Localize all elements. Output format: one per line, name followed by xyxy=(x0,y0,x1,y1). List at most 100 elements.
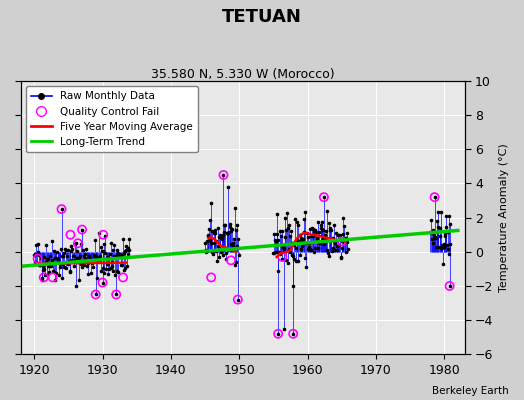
Point xyxy=(203,248,211,254)
Point xyxy=(311,227,320,233)
Point xyxy=(433,218,442,224)
Point xyxy=(274,237,282,244)
Point xyxy=(52,254,61,261)
Point xyxy=(429,240,438,246)
Point xyxy=(439,260,447,267)
Point xyxy=(438,242,446,248)
Point xyxy=(85,253,93,259)
Point xyxy=(234,296,242,303)
Point xyxy=(433,229,441,235)
Point xyxy=(435,224,444,231)
Point xyxy=(55,272,63,278)
Point xyxy=(70,240,79,247)
Point xyxy=(214,225,222,231)
Point xyxy=(30,252,38,258)
Point xyxy=(62,260,71,266)
Point xyxy=(316,222,325,228)
Point xyxy=(337,238,346,245)
Point xyxy=(60,263,68,270)
Point xyxy=(54,258,62,264)
Point xyxy=(61,246,69,252)
Point xyxy=(57,206,66,212)
Point xyxy=(67,248,75,254)
Point xyxy=(57,206,66,212)
Point xyxy=(83,260,92,266)
Point xyxy=(445,283,454,289)
Point xyxy=(272,249,280,255)
Point xyxy=(124,245,132,251)
Point xyxy=(335,242,344,248)
Point xyxy=(106,265,115,271)
Point xyxy=(117,252,126,259)
Point xyxy=(217,234,226,241)
Point xyxy=(70,252,78,259)
Point xyxy=(208,248,216,255)
Point xyxy=(310,228,318,235)
Point xyxy=(277,232,286,239)
Point xyxy=(33,260,41,266)
Point xyxy=(326,227,334,234)
Point xyxy=(269,250,278,256)
Point xyxy=(201,247,210,253)
Point xyxy=(443,242,451,248)
Legend: Raw Monthly Data, Quality Control Fail, Five Year Moving Average, Long-Term Tren: Raw Monthly Data, Quality Control Fail, … xyxy=(26,86,198,152)
Point xyxy=(320,240,328,247)
Point xyxy=(233,243,241,250)
Point xyxy=(289,330,297,337)
Point xyxy=(340,223,348,230)
Text: Berkeley Earth: Berkeley Earth xyxy=(432,386,508,396)
Point xyxy=(123,263,131,270)
Point xyxy=(342,235,351,241)
Point xyxy=(210,240,219,246)
Point xyxy=(324,252,333,259)
Point xyxy=(225,221,234,228)
Point xyxy=(105,266,114,272)
Point xyxy=(92,291,100,298)
Point xyxy=(307,247,315,253)
Point xyxy=(78,264,86,271)
Point xyxy=(84,271,93,277)
Point xyxy=(271,239,280,246)
Point xyxy=(314,245,322,251)
Point xyxy=(37,254,45,261)
Point xyxy=(430,232,438,239)
Point xyxy=(66,268,74,274)
Point xyxy=(297,235,305,242)
Point xyxy=(53,249,61,256)
Point xyxy=(331,240,340,246)
Point xyxy=(329,245,337,251)
Point xyxy=(41,271,49,278)
Point xyxy=(293,258,302,264)
Point xyxy=(328,248,336,254)
Point xyxy=(59,253,67,260)
Point xyxy=(332,243,341,250)
Point xyxy=(99,265,107,271)
Point xyxy=(287,228,295,234)
Point xyxy=(68,257,76,263)
Point xyxy=(43,262,52,269)
Point xyxy=(35,252,43,258)
Point xyxy=(204,233,213,239)
Point xyxy=(36,262,45,268)
Point xyxy=(302,264,310,271)
Point xyxy=(311,244,319,251)
Point xyxy=(442,212,450,219)
Point xyxy=(302,240,311,246)
Point xyxy=(113,247,121,254)
Point xyxy=(442,224,451,230)
Point xyxy=(279,246,288,252)
Point xyxy=(313,219,322,226)
Point xyxy=(320,232,329,238)
Point xyxy=(67,242,75,249)
Point xyxy=(79,261,87,268)
Point xyxy=(430,235,439,241)
Point xyxy=(230,243,238,250)
Point xyxy=(99,247,107,254)
Point xyxy=(427,217,435,223)
Point xyxy=(339,231,347,237)
Point xyxy=(73,255,82,262)
Point xyxy=(101,233,110,239)
Point xyxy=(100,241,108,248)
Point xyxy=(42,256,51,262)
Point xyxy=(52,270,60,277)
